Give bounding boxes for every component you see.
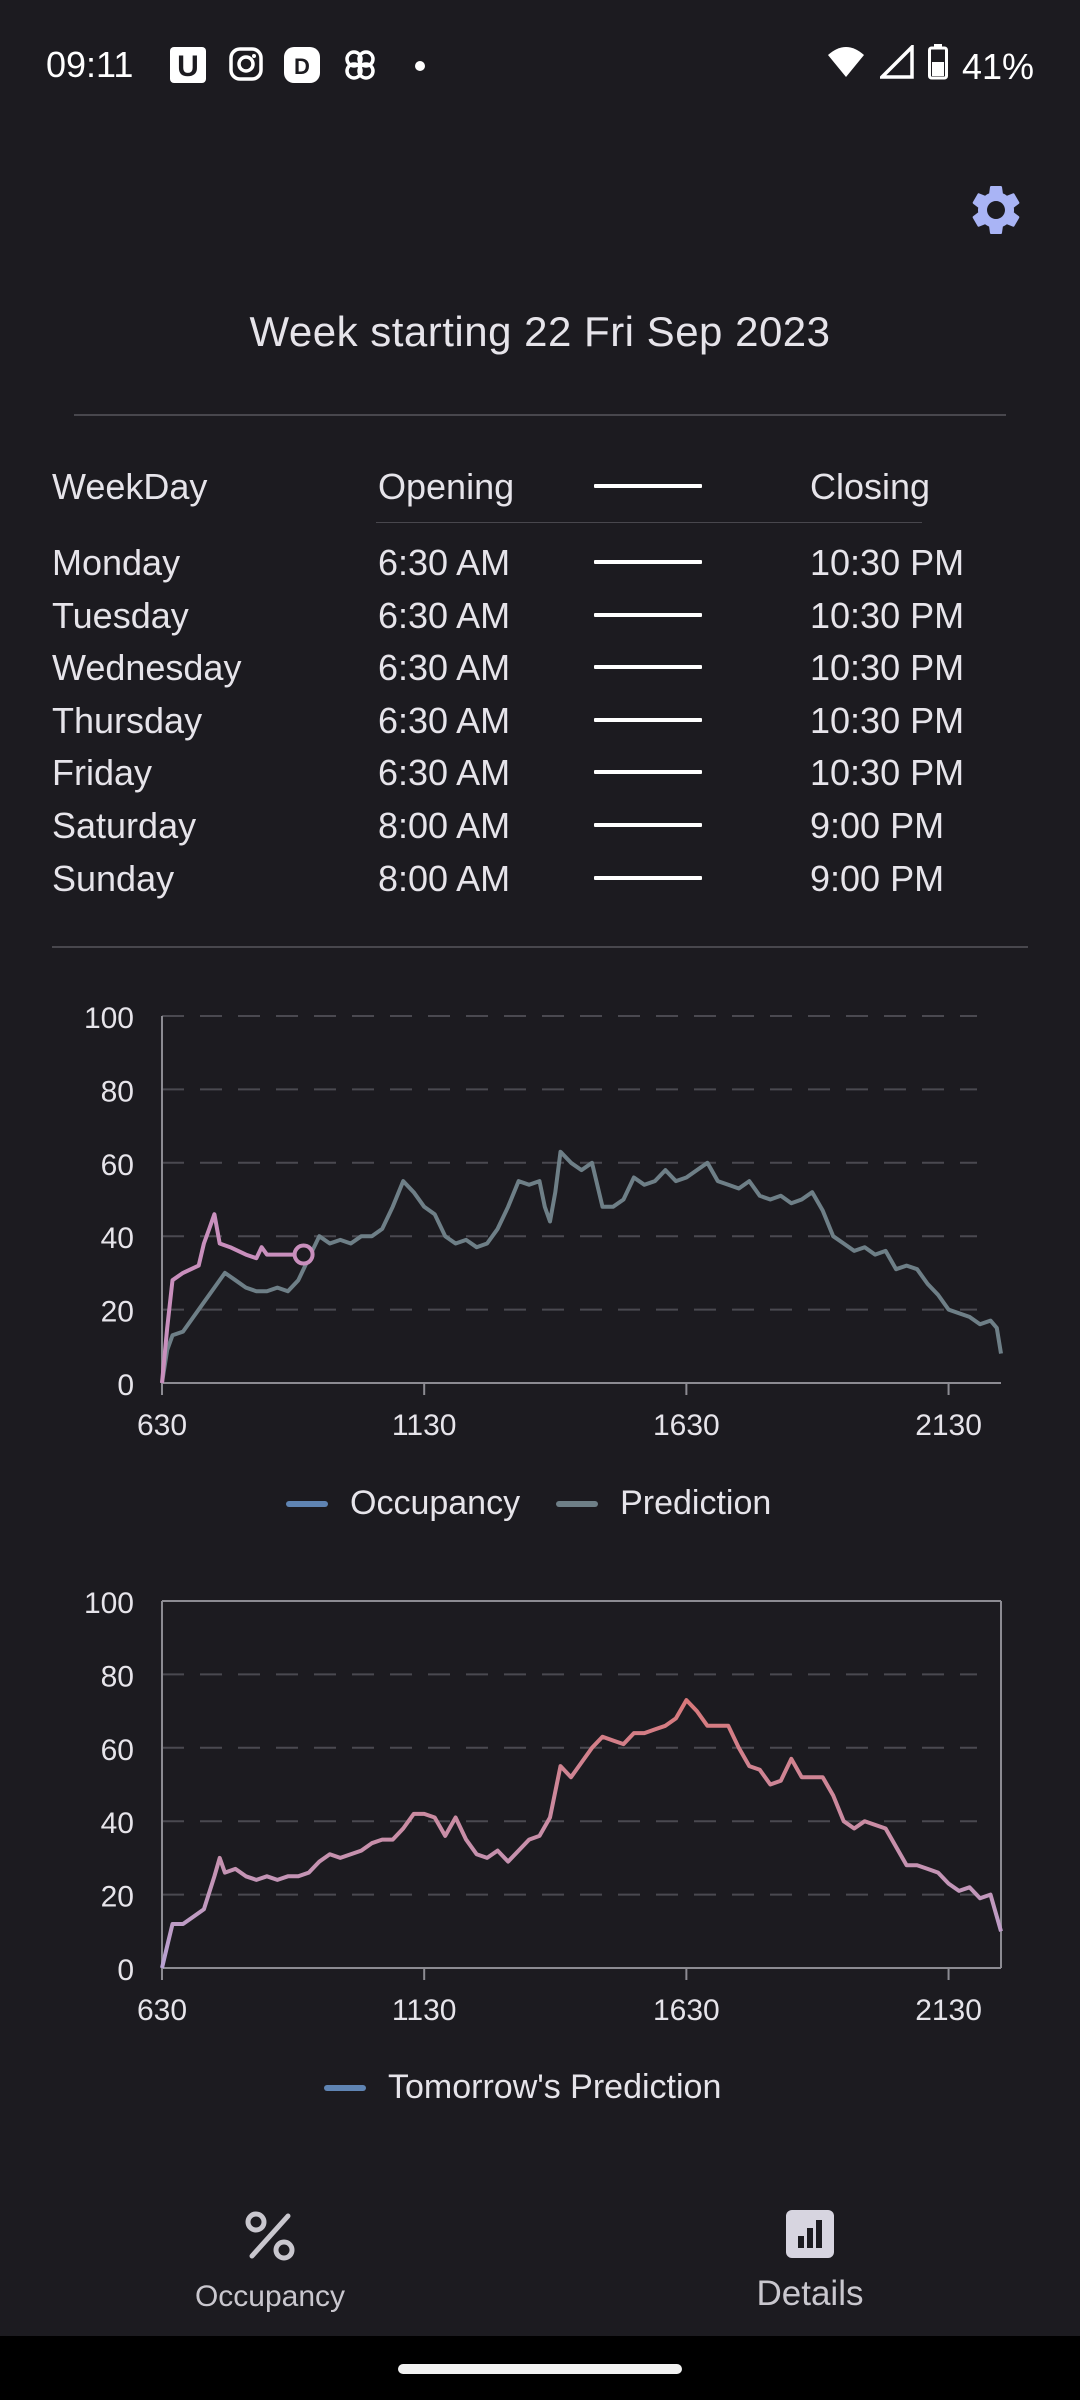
dp-app-icon: D (282, 46, 322, 86)
schedule-day: Friday (52, 752, 153, 794)
y-tick-label: 0 (117, 1369, 134, 1402)
schedule-opening: 6:30 AM (378, 594, 511, 636)
schedule-day: Monday (52, 542, 181, 583)
battery-percent: 41% (961, 45, 1034, 87)
legend-tomorrow-swatch (324, 2084, 366, 2091)
schedule-closing: 10:30 PM (810, 594, 965, 636)
battery-icon (927, 44, 948, 89)
percent-icon (245, 2211, 295, 2261)
nav-details[interactable]: Details (540, 2160, 1080, 2336)
schedule-dash (594, 770, 702, 775)
y-tick-label: 100 (84, 1002, 134, 1035)
x-tick-label: 630 (137, 1994, 187, 2025)
y-tick-label: 0 (117, 1954, 134, 1987)
occupancy-chart: 0 20 40 60 80 100 630 1130 1630 2130 (84, 1002, 1003, 1440)
y-tick-label: 20 (101, 1296, 134, 1329)
nav-occupancy-label: Occupancy (194, 2280, 346, 2313)
schedule-opening: 6:30 AM (378, 647, 511, 689)
schedule-day: Tuesday (52, 594, 189, 636)
schedule-dash (594, 665, 702, 670)
schedule-closing: 10:30 PM (810, 542, 965, 583)
x-tick-label: 2130 (915, 1409, 982, 1440)
pinwheel-icon (340, 46, 380, 86)
series-line-prediction (160, 1149, 1003, 1384)
schedule-opening: 6:30 AM (378, 752, 511, 794)
schedule-opening: 8:00 AM (378, 805, 511, 846)
schedule-closing: 10:30 PM (810, 699, 965, 741)
legend-occupancy-label: Occupancy (350, 1484, 521, 1522)
schedule-opening: 8:00 AM (378, 857, 511, 899)
schedule-day: Thursday (52, 699, 203, 741)
schedule-dash (594, 612, 702, 617)
schedule-dash (594, 823, 702, 827)
u-app-icon: U (168, 46, 208, 86)
svg-text:D: D (294, 54, 310, 79)
gear-icon (972, 186, 1020, 234)
status-time: 09:11 (46, 44, 134, 85)
schedule-closing: 10:30 PM (810, 647, 965, 689)
y-tick-label: 20 (101, 1881, 134, 1914)
legend-tomorrow-label: Tomorrow's Prediction (388, 2068, 722, 2106)
header-weekday: WeekDay (52, 466, 208, 507)
schedule-opening: 6:30 AM (378, 699, 511, 741)
schedule-opening: 6:30 AM (378, 542, 511, 583)
header-dash (594, 484, 702, 488)
wifi-icon (826, 45, 866, 88)
schedule-dash (594, 560, 702, 564)
gesture-bar (0, 2336, 1080, 2400)
header-opening: Opening (378, 466, 515, 507)
legend-prediction-swatch (556, 1500, 599, 1507)
instagram-icon (226, 46, 266, 86)
tomorrow-prediction-chart: 0 20 40 60 80 100 630 1130 1630 2130 (84, 1587, 1003, 2025)
schedule-closing: 9:00 PM (810, 805, 945, 846)
schedule-closing: 9:00 PM (810, 857, 945, 899)
nav-details-label: Details (756, 2274, 864, 2313)
x-tick-label: 2130 (915, 1994, 982, 2025)
series-line-tomorrow-s-prediction (160, 1698, 1003, 1969)
y-tick-label: 60 (101, 1149, 134, 1182)
x-tick-label: 1130 (392, 1994, 457, 2025)
y-tick-label: 40 (101, 1807, 134, 1840)
chart1-legend: Occupancy Prediction (286, 1484, 771, 1523)
x-tick-label: 1630 (653, 1409, 720, 1440)
x-tick-label: 630 (137, 1409, 187, 1440)
system-status: 41% (826, 42, 1034, 89)
svg-text:U: U (177, 50, 199, 83)
y-tick-label: 40 (101, 1222, 134, 1255)
legend-occupancy-swatch (286, 1500, 328, 1507)
y-tick-label: 100 (84, 1587, 134, 1620)
y-tick-label: 80 (101, 1075, 134, 1108)
schedule-day: Saturday (52, 805, 197, 846)
status-bar: 09:11 U D 41% (0, 0, 1080, 130)
bar-chart-icon (786, 2210, 834, 2258)
series-marker-occupancy (292, 1243, 315, 1266)
schedule-dash (594, 875, 702, 880)
schedule-dash (594, 717, 702, 722)
week-title: Week starting 22 Fri Sep 2023 (249, 308, 831, 355)
title-divider (74, 414, 1006, 416)
signal-icon (877, 42, 914, 88)
home-indicator[interactable] (398, 2364, 682, 2374)
notification-dot-icon (400, 46, 440, 86)
y-tick-label: 60 (101, 1734, 134, 1767)
schedule-day: Sunday (52, 857, 175, 899)
x-tick-label: 1630 (653, 1994, 720, 2025)
y-tick-label: 80 (101, 1660, 134, 1693)
x-tick-label: 1130 (392, 1409, 457, 1440)
header-closing: Closing (810, 466, 931, 507)
legend-prediction-label: Prediction (620, 1484, 772, 1522)
schedule-closing: 10:30 PM (810, 752, 965, 794)
schedule-day: Wednesday (52, 647, 242, 689)
series-line-occupancy (160, 1212, 304, 1384)
settings-button[interactable] (966, 180, 1026, 240)
header-divider (376, 522, 922, 523)
schedule-divider (52, 946, 1028, 948)
nav-occupancy[interactable]: Occupancy (0, 2160, 540, 2336)
chart2-legend: Tomorrow's Prediction (324, 2068, 721, 2107)
bottom-navigation: Occupancy Details (0, 2160, 1080, 2336)
